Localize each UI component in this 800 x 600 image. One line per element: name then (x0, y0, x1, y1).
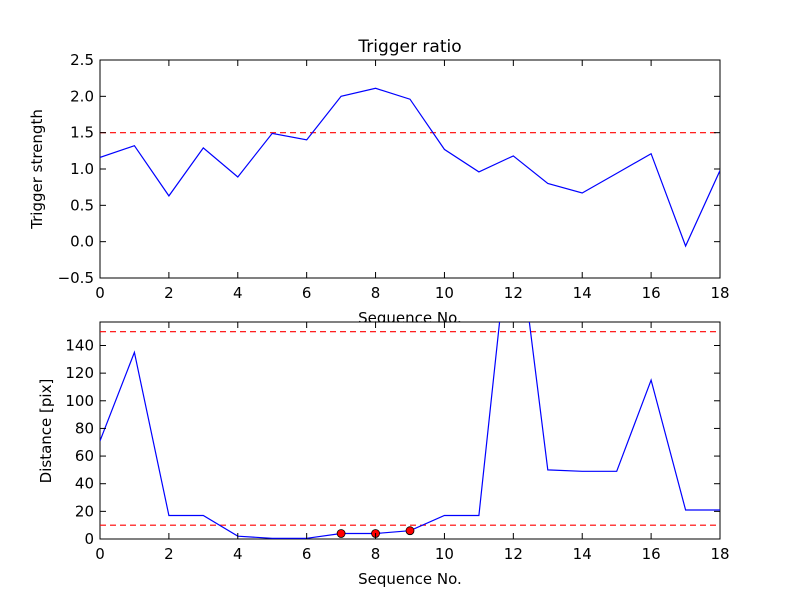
distance-chart: 0 2 4 6 8 10 12 14 16 18 0 20 40 60 80 100 120 140 Seque… (37, 321, 730, 588)
plot-frame (99, 59, 721, 279)
y-tick-label: 1.5 (70, 124, 94, 142)
x-tick-label: 10 (435, 545, 454, 563)
y-tick-label: 40 (75, 475, 94, 493)
y-tick-label: 0.0 (70, 233, 94, 251)
y-axis-label: Distance [pix] (37, 379, 55, 484)
x-tick-label: 2 (164, 545, 174, 563)
y-tick-label: 2.5 (70, 51, 94, 69)
trigger-ratio-chart: Trigger ratio 0 2 4 6 8 10 12 14 16 18 −0.5 0.0 0.5… (28, 37, 730, 327)
y-tick-label: 60 (75, 447, 94, 465)
series-line (100, 87, 720, 248)
data-point-marker (405, 526, 415, 536)
y-tick-label: 0 (84, 530, 94, 548)
x-tick-label: 12 (504, 545, 523, 563)
y-tick-label: 120 (65, 364, 94, 382)
y-tick-label: 20 (75, 502, 94, 520)
plot-frame (99, 321, 721, 540)
x-tick-label: 0 (95, 284, 105, 302)
y-tick-label: 100 (65, 392, 94, 410)
x-tick-label: 18 (710, 284, 729, 302)
x-tick-label: 6 (302, 545, 312, 563)
x-tick-label: 4 (233, 545, 243, 563)
x-tick-label: 4 (233, 284, 243, 302)
data-point-marker (336, 529, 346, 538)
y-tick-label: 80 (75, 419, 94, 437)
y-axis-label: Trigger strength (28, 109, 46, 230)
x-tick-label: 14 (573, 284, 592, 302)
y-tick-label: 2.0 (70, 87, 94, 105)
x-tick-label: 6 (302, 284, 312, 302)
x-tick-label: 8 (371, 545, 381, 563)
x-tick-label: 0 (95, 545, 105, 563)
x-tick-label: 8 (371, 284, 381, 302)
y-tick-label: −0.5 (58, 269, 94, 287)
y-tick-label: 1.0 (70, 160, 94, 178)
x-tick-label: 2 (164, 284, 174, 302)
x-tick-label: 16 (642, 284, 661, 302)
x-tick-label: 18 (710, 545, 729, 563)
x-tick-label: 10 (435, 284, 454, 302)
x-tick-label: 14 (573, 545, 592, 563)
x-tick-label: 16 (642, 545, 661, 563)
y-tick-label: 140 (65, 336, 94, 354)
x-tick-label: 12 (504, 284, 523, 302)
x-axis-label: Sequence No. (358, 570, 462, 588)
y-tick-label: 0.5 (70, 196, 94, 214)
chart-title: Trigger ratio (357, 37, 461, 57)
